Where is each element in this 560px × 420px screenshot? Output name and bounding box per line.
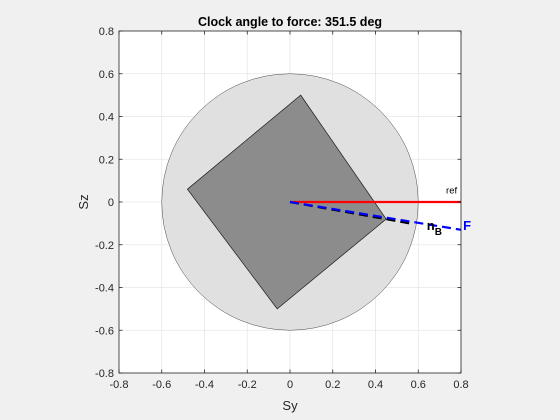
x-tick-labels: -0.8 -0.6 -0.4 -0.2 0 0.2 0.4 0.6 0.8 <box>110 379 469 391</box>
x-axis-label: Sy <box>282 398 298 413</box>
y-tick-label: 0.8 <box>99 26 114 38</box>
series <box>289 200 462 231</box>
plot-area: ref nB F <box>118 30 471 374</box>
series-f-line <box>289 200 462 231</box>
x-tick-label: 0 <box>287 379 293 391</box>
y-axis-label: Sz <box>76 194 91 209</box>
tick-marks <box>118 30 462 374</box>
annotation-label: ref <box>446 185 457 196</box>
y-tick-label: -0.6 <box>95 325 114 337</box>
x-tick-label: 0.4 <box>368 379 383 391</box>
y-tick-label: 0.4 <box>99 112 114 124</box>
annotation-text: F <box>463 218 471 233</box>
annotation-label: nB <box>427 218 442 238</box>
x-tick-label: -0.8 <box>110 379 129 391</box>
annotation-label: F <box>463 218 471 233</box>
x-tick-label: 0.2 <box>325 379 340 391</box>
x-tick-label: -0.2 <box>238 379 257 391</box>
annotation-text: ref <box>446 185 457 196</box>
y-tick-label: 0.2 <box>99 154 114 166</box>
x-tick-label: -0.4 <box>195 379 214 391</box>
x-tick-label: 0.6 <box>411 379 426 391</box>
annotations: ref nB F <box>427 185 471 237</box>
panel <box>186 94 387 310</box>
y-tick-labels: -0.8 -0.6 -0.4 -0.2 0 0.2 0.4 0.6 0.8 <box>95 26 114 380</box>
x-tick-label: -0.6 <box>152 379 171 391</box>
y-tick-label: -0.2 <box>95 240 114 252</box>
y-tick-label: 0 <box>108 197 114 209</box>
y-tick-label: 0.6 <box>99 69 114 81</box>
x-tick-label: 0.8 <box>453 379 468 391</box>
y-tick-label: -0.4 <box>95 283 114 295</box>
chart-title: Clock angle to force: 351.5 deg <box>198 15 382 29</box>
annotation-subscript: B <box>435 227 442 238</box>
annotation-text: n <box>427 218 435 233</box>
y-tick-label: -0.8 <box>95 368 114 380</box>
